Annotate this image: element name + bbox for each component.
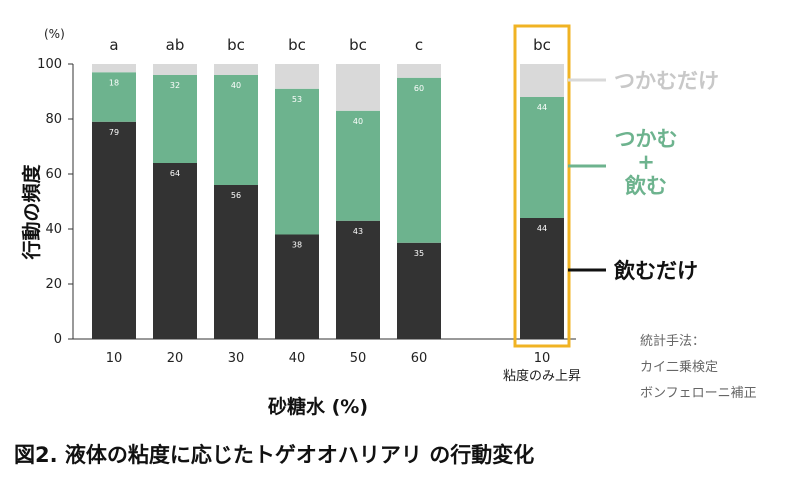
significance-letter: bc	[288, 36, 306, 54]
x-tick-label: 40	[289, 351, 306, 366]
stats-note-line2: カイ二乗検定	[640, 360, 718, 375]
y-axis-unit: (%)	[44, 27, 65, 41]
bar-data-label: 56	[231, 191, 241, 200]
x-tick-label: 20	[167, 351, 184, 366]
bars-group: 79 18 64 32 56 40 38 53 43 40 35 60 44 44	[92, 64, 564, 339]
bar-segment	[397, 64, 441, 78]
x-tick-label: 60	[411, 351, 428, 366]
bar-segment	[153, 64, 197, 75]
significance-letter: bc	[227, 36, 245, 54]
y-tick-label: 100	[37, 57, 62, 72]
bar-segment	[92, 72, 136, 122]
bar-data-label: 53	[292, 95, 302, 104]
bar-data-label: 40	[353, 117, 363, 126]
y-axis-ticks: 0 20 40 60 80 100	[37, 57, 73, 347]
bar-segment	[275, 64, 319, 89]
significance-letter: c	[415, 36, 423, 54]
bar-data-label: 35	[414, 249, 424, 258]
bar-segment	[336, 110, 380, 221]
bar-segment	[520, 64, 564, 97]
bar-segment	[520, 97, 564, 218]
bar-segment	[336, 220, 380, 339]
x-tick-sublabel: 粘度のみ上昇	[503, 368, 581, 384]
y-tick-label: 80	[45, 112, 62, 127]
legend-grab-drink-line1: つかむ	[615, 127, 678, 151]
bar-segment	[153, 75, 197, 163]
bar-segment	[92, 121, 136, 339]
bar-data-label: 40	[231, 81, 241, 90]
x-tick-label: 10	[534, 351, 551, 366]
bar-data-label: 44	[537, 103, 547, 112]
bar-segment	[397, 242, 441, 339]
x-axis-title: 砂糖水 (%)	[268, 395, 368, 418]
stats-note-line1: 統計手法：	[640, 333, 705, 349]
x-tick-label: 30	[228, 351, 245, 366]
y-tick-label: 40	[45, 222, 62, 237]
stats-note-line3: ボンフェローニ補正	[640, 386, 757, 401]
bar-segment	[336, 64, 380, 111]
bar-segment	[214, 64, 258, 75]
y-axis-title: 行動の頻度	[20, 164, 43, 261]
bar-data-label: 38	[292, 241, 302, 250]
bar-segment	[275, 234, 319, 339]
bar-data-label: 79	[109, 128, 119, 137]
y-tick-label: 0	[54, 332, 62, 347]
bar-data-label: 44	[537, 224, 547, 233]
significance-letter: bc	[349, 36, 367, 54]
legend-grab-only: つかむだけ	[614, 69, 719, 93]
bar-segment	[214, 75, 258, 185]
significance-letter: bc	[533, 36, 551, 54]
bar-data-label: 60	[414, 84, 424, 93]
bar-segment	[153, 163, 197, 339]
bar-segment	[92, 64, 136, 73]
significance-letter: a	[109, 36, 118, 54]
figure-caption: 図2. 液体の粘度に応じたトゲオオハリアリ の行動変化	[14, 443, 534, 467]
highlight-box	[513, 24, 571, 348]
y-tick-label: 60	[45, 167, 62, 182]
legend-grab-drink-plus: +	[637, 150, 655, 174]
bar-segment	[520, 218, 564, 339]
bar-data-label: 43	[353, 227, 363, 236]
y-tick-label: 20	[45, 277, 62, 292]
bar-data-label: 18	[109, 78, 119, 87]
x-axis-ticks: 10 20 30 40 50 60 10 粘度のみ上昇	[106, 351, 581, 384]
significance-letters: a ab bc bc bc c bc	[109, 36, 550, 54]
legend-grab-drink-line2: 飲む	[624, 174, 667, 198]
x-tick-label: 50	[350, 351, 367, 366]
bar-data-label: 32	[170, 81, 180, 90]
bar-data-label: 64	[170, 169, 180, 178]
bar-segment	[275, 88, 319, 235]
bar-segment	[214, 185, 258, 339]
significance-letter: ab	[166, 36, 185, 54]
x-tick-label: 10	[106, 351, 123, 366]
legend-drink-only: 飲むだけ	[613, 259, 698, 283]
bar-segment	[397, 77, 441, 243]
